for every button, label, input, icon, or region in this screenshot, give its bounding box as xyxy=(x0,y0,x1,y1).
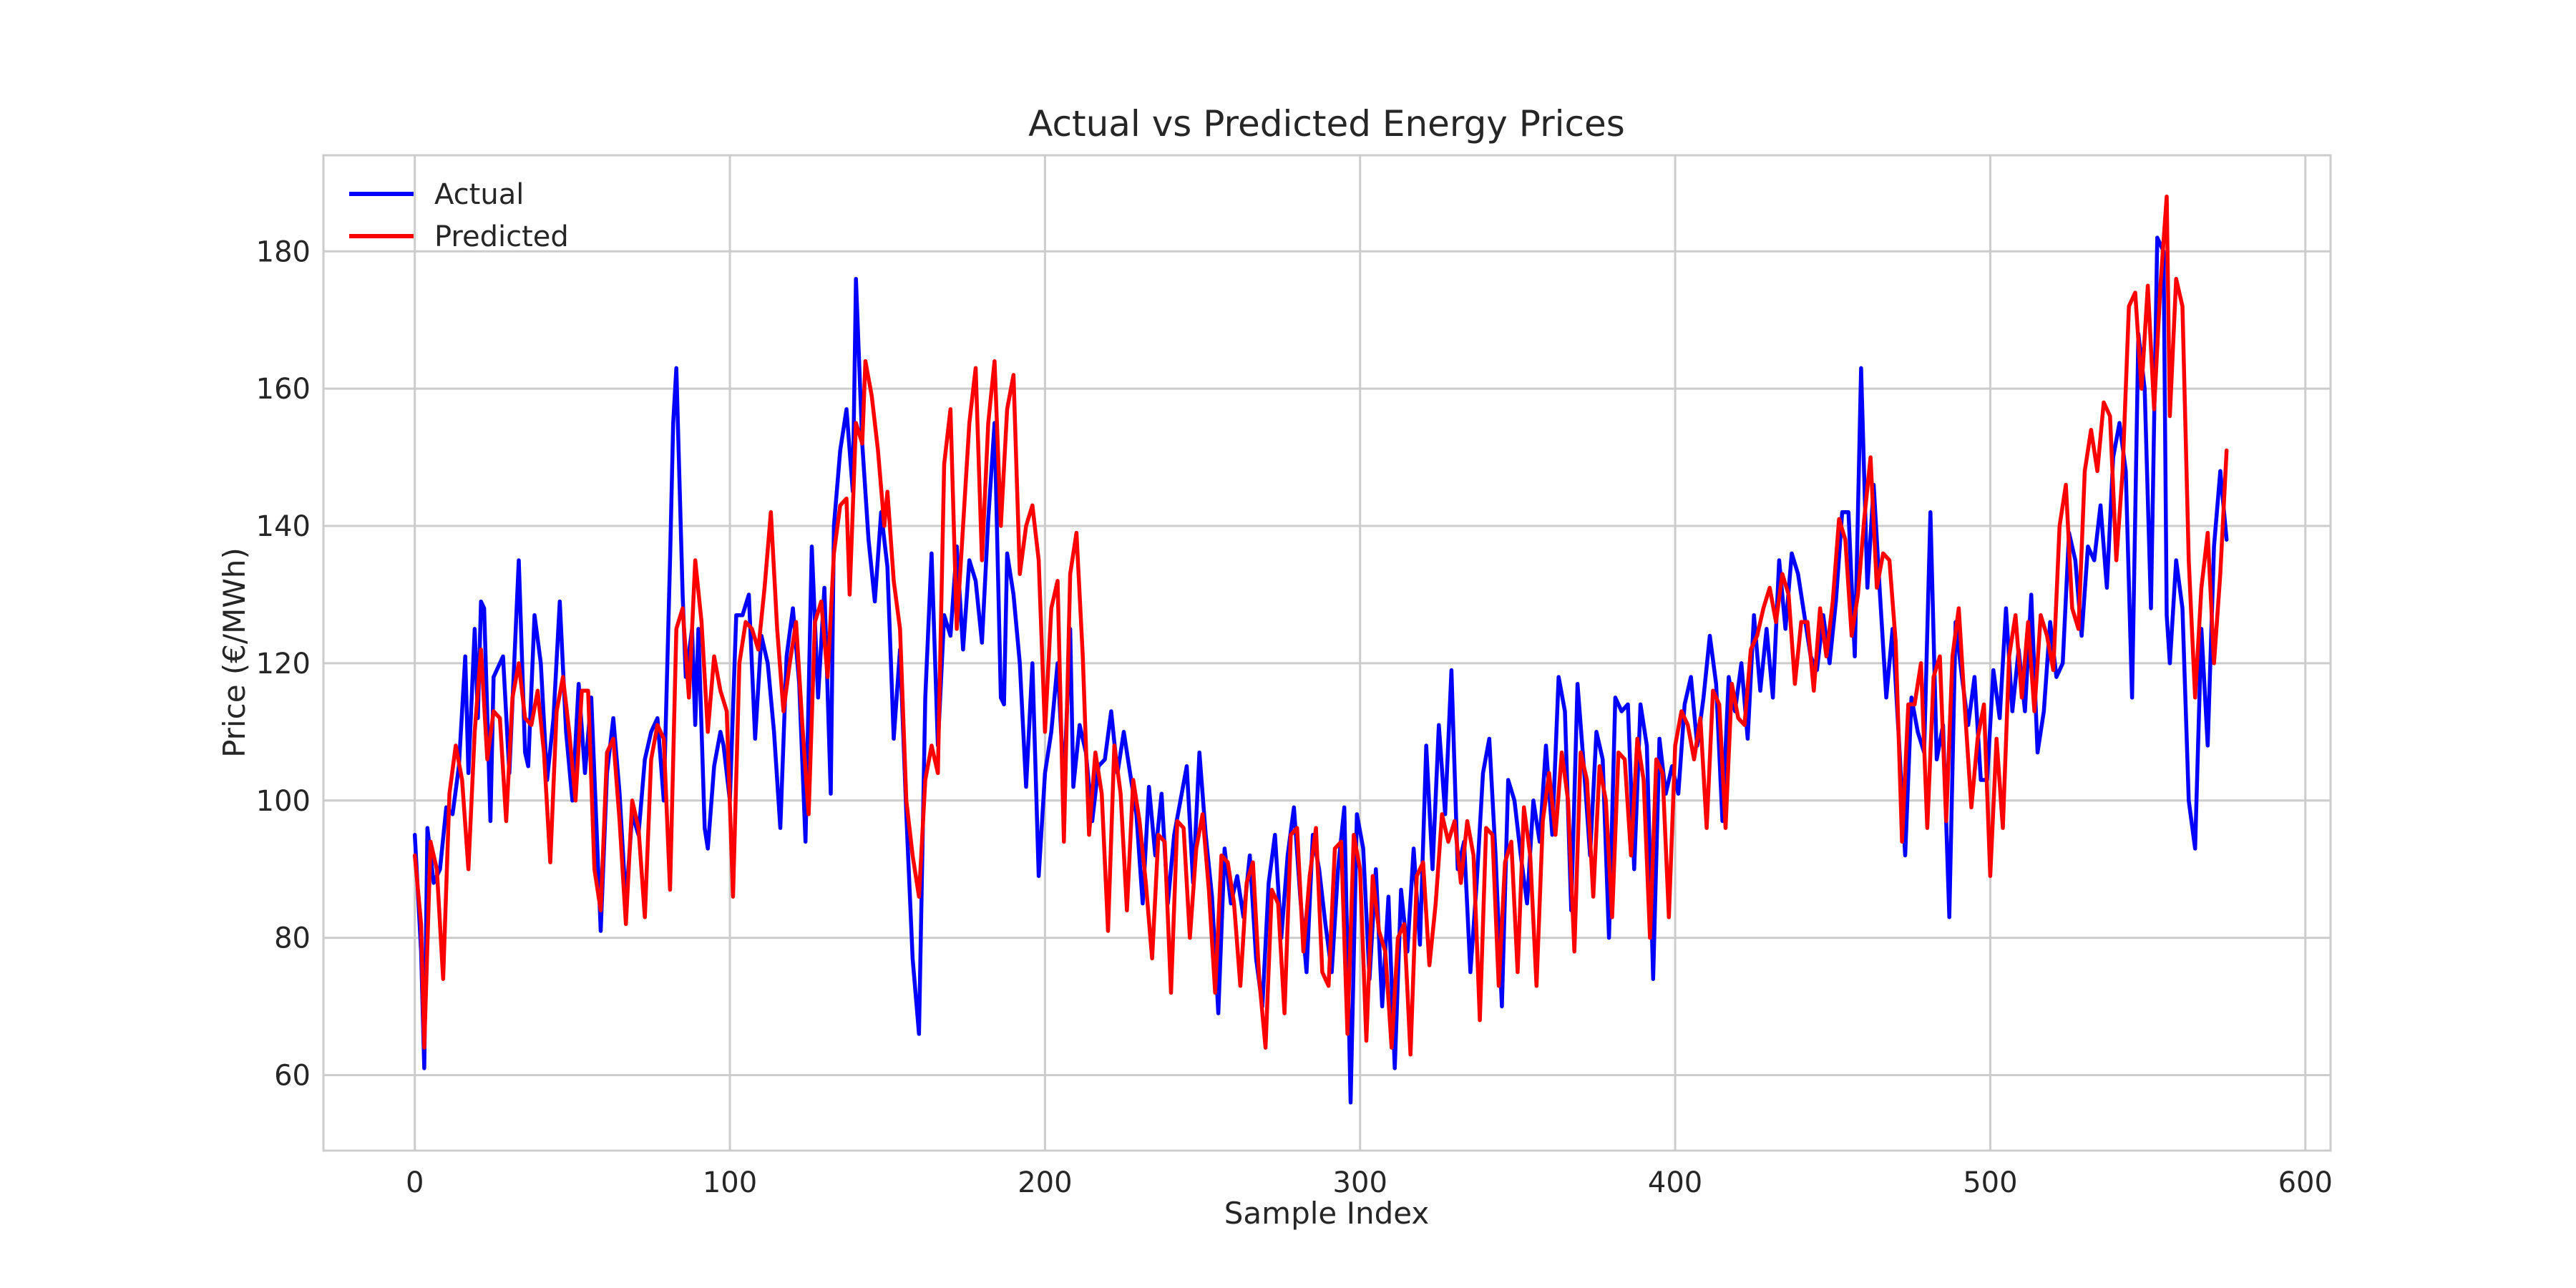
y-tick-label: 120 xyxy=(256,648,311,680)
y-tick-label: 80 xyxy=(274,922,311,955)
x-axis-label: Sample Index xyxy=(1224,1196,1429,1231)
chart-title: Actual vs Predicted Energy Prices xyxy=(1028,103,1625,145)
legend-label-predicted: Predicted xyxy=(434,220,569,253)
y-axis-label: Price (€/MWh) xyxy=(217,547,252,758)
x-tick-label: 100 xyxy=(703,1166,757,1199)
y-tick-label: 140 xyxy=(256,510,311,543)
series-layer xyxy=(412,194,2229,1105)
legend-label-actual: Actual xyxy=(434,178,524,211)
y-tick-label: 100 xyxy=(256,785,311,818)
y-axis-ticks: 60 80 100 120 140 160 180 xyxy=(256,235,311,1092)
x-tick-label: 500 xyxy=(1963,1166,2017,1199)
x-tick-label: 400 xyxy=(1648,1166,1702,1199)
x-tick-label: 200 xyxy=(1018,1166,1072,1199)
x-tick-label: 0 xyxy=(406,1166,424,1199)
plot-frame xyxy=(322,154,2332,1152)
y-tick-label: 180 xyxy=(256,235,311,268)
x-tick-label: 300 xyxy=(1333,1166,1387,1199)
legend: Actual Predicted xyxy=(349,178,569,253)
x-tick-label: 600 xyxy=(2278,1166,2333,1199)
series-line-predicted xyxy=(412,194,2229,1057)
x-axis-ticks: 0 100 200 300 400 500 600 xyxy=(406,1166,2333,1199)
y-tick-label: 160 xyxy=(256,373,311,406)
grid-lines xyxy=(323,155,2331,1151)
y-tick-label: 60 xyxy=(274,1059,311,1092)
